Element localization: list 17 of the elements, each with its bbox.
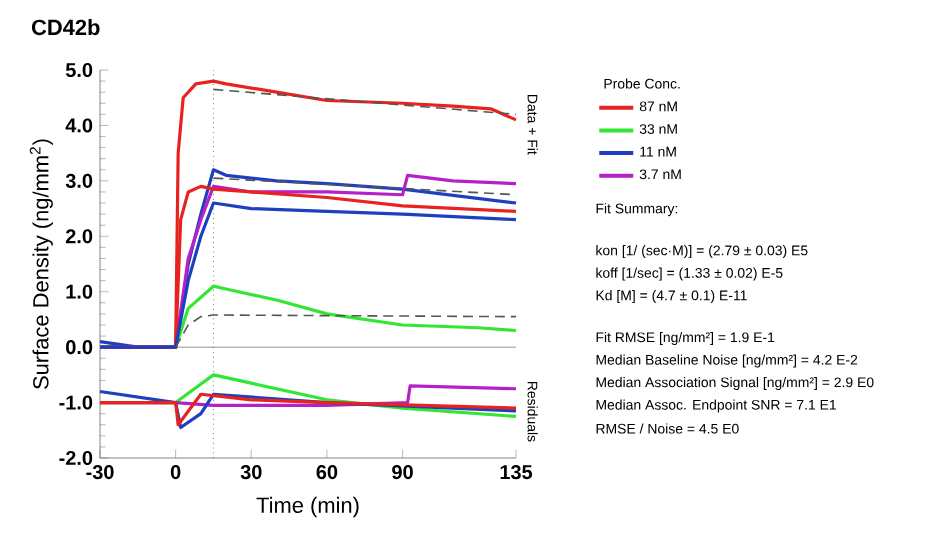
y-tick-label: 4.0 xyxy=(65,118,93,133)
y-tick-label: 1.0 xyxy=(66,284,93,299)
y-tick-label: 2.0 xyxy=(65,229,93,244)
y-tick-label: 3.0 xyxy=(65,173,93,188)
y-tick-label: 5.0 xyxy=(65,62,93,78)
y-tick-label: -2.0 xyxy=(59,450,93,466)
y-axis-title: Surface Density (ng/mm$^{2}$) xyxy=(29,139,53,389)
y-tick-label: 0.0 xyxy=(66,340,93,355)
x-tick-label: -30 xyxy=(86,465,114,480)
x-tick-label: 30 xyxy=(240,465,262,480)
y-tick-label: -1.0 xyxy=(59,395,93,410)
x-tick-label: 90 xyxy=(392,465,413,480)
x-tick-label: 0 xyxy=(170,465,181,480)
chart-title: CD42b xyxy=(31,19,100,36)
x-tick-label: 60 xyxy=(316,465,338,480)
x-tick-label: 135 xyxy=(500,465,533,480)
x-axis-title: Time (min) xyxy=(256,496,359,518)
